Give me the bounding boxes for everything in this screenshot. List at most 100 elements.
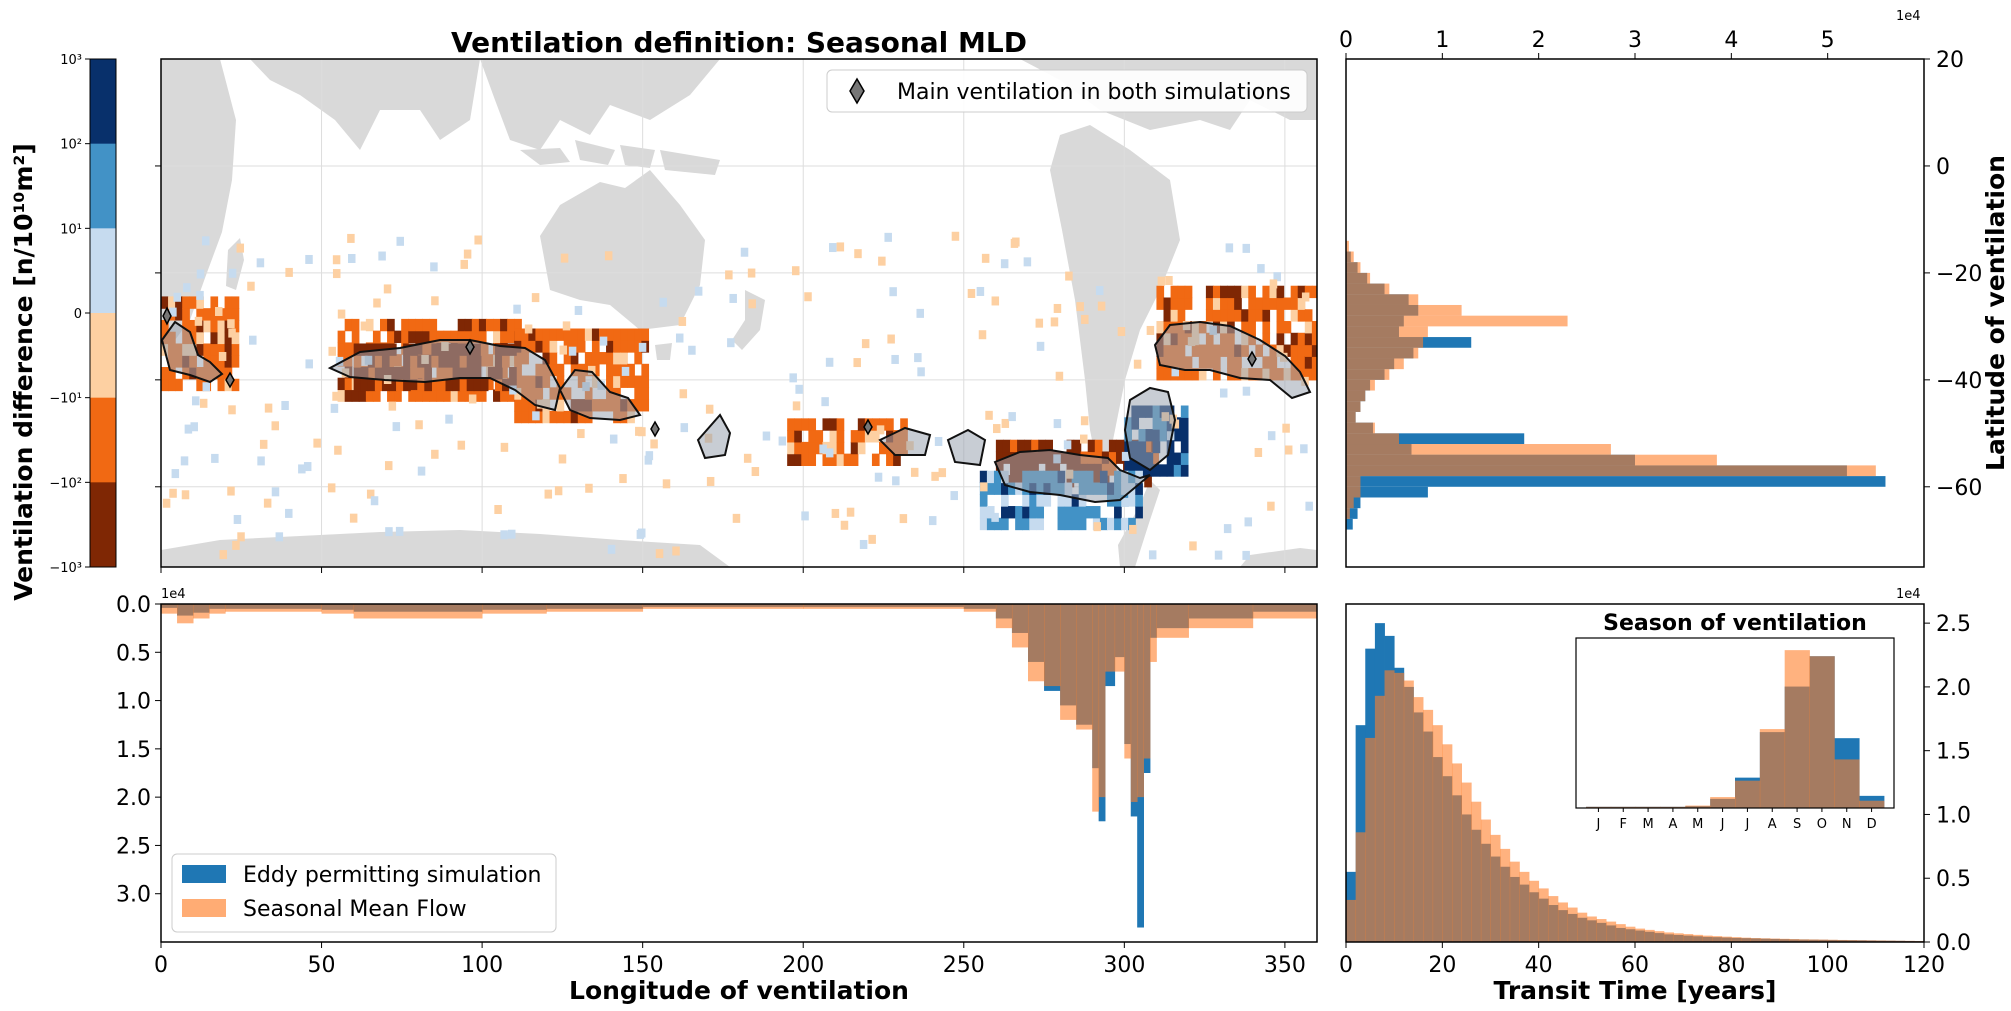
ventilation-cell: [1241, 309, 1249, 322]
ventilation-cell: [232, 540, 240, 550]
ventilation-cell: [986, 470, 995, 484]
ventilation-cell: [231, 296, 240, 309]
ventilation-cell: [1311, 356, 1317, 369]
ventilation-cell: [542, 352, 551, 365]
ventilation-cell: [210, 296, 219, 309]
ventilation-cell: [337, 389, 346, 402]
ventilation-cell: [1205, 309, 1214, 322]
ventilation-cell: [388, 378, 397, 392]
transit-bar-seasonal: [1625, 926, 1636, 942]
ventilation-cell: [843, 453, 852, 466]
ventilation-cell: [577, 429, 585, 439]
ventilation-cell: [387, 330, 395, 344]
ventilation-cell: [452, 378, 461, 392]
latitude-bar-seasonal: [1346, 422, 1375, 434]
ventilation-cell: [168, 296, 176, 309]
ventilation-cell: [1262, 321, 1271, 334]
ventilation-cell: [659, 297, 667, 307]
ventilation-cell: [305, 359, 313, 369]
transit-bar-seasonal: [1509, 861, 1520, 942]
latitude-ylabel: Latitude of ventilation: [1981, 155, 2010, 471]
transit-x-tick-label: 80: [1717, 953, 1745, 978]
ventilation-cell: [1283, 344, 1292, 357]
ventilation-cell: [1170, 309, 1179, 322]
longitude-bar-seasonal: [1098, 604, 1106, 798]
ventilation-cell: [1262, 285, 1271, 299]
latitude-bar-seasonal: [1346, 369, 1390, 380]
ventilation-cell: [563, 410, 572, 424]
ventilation-cell: [979, 470, 988, 484]
ventilation-cell: [1124, 464, 1132, 477]
ventilation-cell: [821, 397, 829, 407]
ventilation-cell: [1080, 416, 1089, 426]
transit-time-bars: [1346, 623, 1925, 942]
ventilation-cell: [1219, 388, 1228, 398]
longitude-y-tick-label: 2.5: [116, 834, 151, 859]
ventilation-cell: [801, 441, 809, 455]
ventilation-cell: [190, 422, 198, 432]
latitude-bar-seasonal: [1346, 337, 1424, 348]
season-bar-seasonal: [1759, 729, 1786, 808]
latitude-bar-seasonal: [1346, 497, 1354, 509]
ventilation-cell: [415, 318, 423, 332]
ventilation-cell: [878, 256, 886, 266]
transit-bar-seasonal: [1875, 940, 1886, 942]
ventilation-cell: [161, 367, 169, 380]
ventilation-cell: [1131, 464, 1140, 477]
ventilation-cell: [991, 512, 999, 522]
longitude-bar-seasonal: [1114, 604, 1125, 672]
ventilation-cell: [1053, 303, 1062, 313]
ventilation-cell: [1180, 429, 1189, 442]
ventilation-cell: [795, 384, 803, 394]
contour-tasman: [696, 413, 732, 460]
ventilation-cell: [1290, 285, 1299, 299]
ventilation-cell: [457, 440, 466, 450]
ventilation-cell: [884, 232, 892, 242]
ventilation-cell: [521, 340, 529, 353]
ventilation-cell: [613, 363, 621, 377]
transit-x-tick-label: 100: [1807, 953, 1849, 978]
ventilation-cell: [464, 330, 473, 344]
ventilation-cell: [1214, 550, 1223, 560]
colorbar-tick-label: −10¹: [49, 392, 82, 407]
ventilation-cell: [1166, 452, 1175, 465]
ventilation-cell: [396, 236, 404, 246]
diamond-marker: [162, 306, 172, 326]
ventilation-cell: [1300, 444, 1308, 454]
ventilation-cell: [500, 442, 509, 452]
ventilation-cell: [1220, 285, 1228, 299]
ventilation-cell: [1234, 309, 1242, 322]
season-bar-seasonal: [1809, 656, 1835, 808]
ventilation-cell: [829, 243, 837, 253]
colorbar: 10³ 10² 10¹ 0 −10¹ −10² −10³: [49, 53, 117, 576]
ventilation-cell: [353, 378, 362, 392]
ventilation-cell: [403, 378, 411, 392]
ventilation-cell: [305, 254, 313, 264]
ventilation-cell: [1220, 297, 1228, 310]
ventilation-cell: [468, 394, 477, 404]
ventilation-cell: [655, 549, 664, 559]
ventilation-cell: [732, 513, 741, 523]
land-antarctica: [161, 530, 1317, 567]
ventilation-cell: [396, 378, 404, 392]
ventilation-cell: [285, 267, 293, 277]
ventilation-cell: [1276, 309, 1285, 322]
land-australia: [540, 170, 705, 330]
ventilation-cell: [217, 331, 226, 345]
ventilation-cell: [1022, 494, 1030, 507]
transit-bar-seasonal: [1413, 697, 1424, 942]
ventilation-cell: [532, 411, 540, 421]
ventilation-cell: [1156, 321, 1165, 334]
ventilation-cell: [1128, 517, 1136, 531]
ventilation-cell: [1078, 517, 1087, 531]
ventilation-cell: [1304, 309, 1313, 322]
ventilation-cell: [1311, 321, 1317, 334]
ventilation-cell: [1297, 344, 1306, 357]
ventilation-cell: [162, 498, 171, 508]
longitude-bar-seasonal: [642, 604, 804, 609]
contour-drake: [993, 448, 1151, 504]
ventilation-cell: [1057, 517, 1066, 531]
ventilation-cell: [1002, 439, 1011, 453]
ventilation-cell: [366, 489, 375, 499]
